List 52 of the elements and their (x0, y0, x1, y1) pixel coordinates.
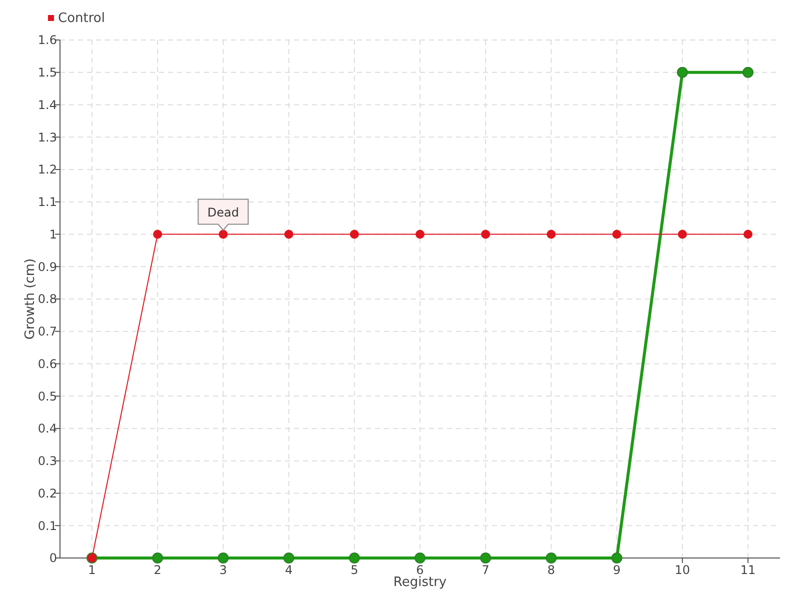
x-tick-label: 9 (612, 563, 621, 577)
x-tick-label: 4 (284, 563, 293, 577)
legend-label: Control (58, 11, 105, 26)
x-tick-label: 8 (547, 563, 556, 577)
point (742, 66, 754, 78)
point (218, 230, 228, 239)
point (284, 230, 294, 239)
y-tick-label: 1.3 (38, 130, 57, 144)
point (414, 552, 426, 564)
point (611, 552, 622, 564)
y-tick-label: 0.8 (38, 292, 57, 306)
y-tick-label: 1.2 (38, 162, 57, 177)
point (416, 230, 424, 239)
point (744, 230, 752, 239)
y-tick-label: 0.1 (38, 518, 57, 533)
point (546, 230, 556, 239)
point (152, 552, 164, 564)
y-tick-label: 0.4 (38, 422, 57, 436)
x-tick-label: 11 (740, 563, 756, 577)
y-tick-label: 0.5 (38, 389, 57, 404)
x-axis-title: Registry (393, 575, 447, 590)
point (350, 230, 359, 239)
point (678, 230, 687, 239)
x-tick-label: 10 (674, 563, 690, 577)
y-tick-label: 0 (49, 551, 57, 566)
point (481, 230, 490, 239)
point (153, 230, 162, 239)
point (676, 66, 688, 78)
y-tick-label: 1.4 (38, 98, 57, 112)
x-tick-label: 3 (219, 563, 228, 577)
x-tick-label: 6 (416, 563, 424, 577)
point (612, 230, 622, 239)
y-tick-label: 1.5 (38, 66, 57, 80)
y-tick-label: 0.7 (38, 324, 57, 339)
y-tick-label: 0.9 (38, 260, 57, 274)
y-axis-title: Growth (cm) (23, 258, 38, 340)
x-tick-label: 2 (154, 563, 162, 577)
y-tick-label: 1.1 (38, 195, 57, 210)
x-tick-label: 5 (350, 563, 358, 577)
point (480, 552, 492, 564)
x-tick-label: 1 (88, 563, 96, 577)
y-tick-label: 0.6 (38, 356, 57, 371)
y-tick-label: 1 (49, 227, 57, 242)
y-tick-label: 0.3 (38, 454, 57, 468)
y-tick-label: 0.2 (38, 486, 57, 500)
point (218, 552, 229, 564)
point (283, 552, 294, 564)
annotation: Dead (207, 205, 239, 220)
point (348, 552, 360, 564)
y-tick-label: 1.6 (38, 33, 57, 48)
x-tick-label: 7 (482, 563, 490, 577)
point (546, 552, 557, 564)
